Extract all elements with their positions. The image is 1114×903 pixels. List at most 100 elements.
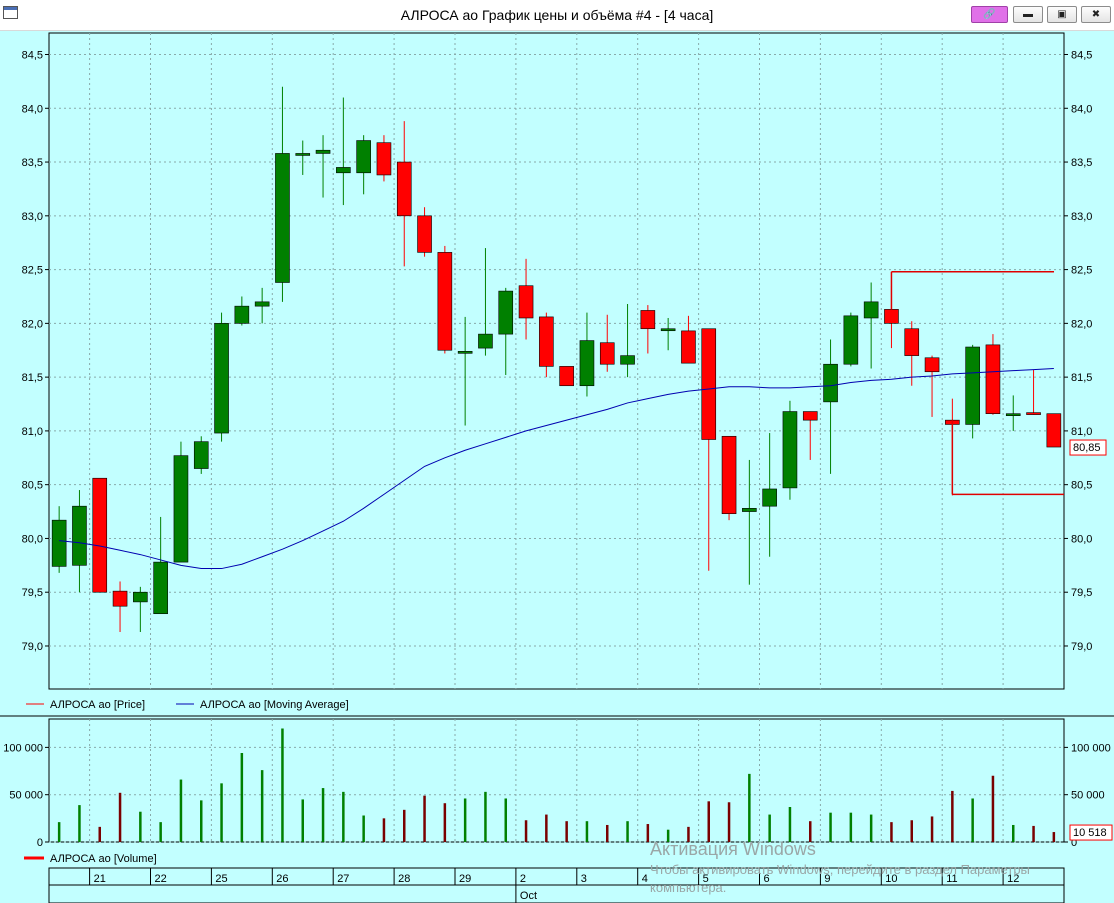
- candle-body: [112, 590, 128, 607]
- candle-body: [742, 508, 757, 512]
- price-tick-label-left: 81,5: [22, 372, 43, 384]
- candle-body: [863, 301, 879, 319]
- candle-body: [51, 519, 67, 567]
- x-axis-day-label: 9: [824, 873, 830, 885]
- candle-body: [518, 285, 534, 319]
- x-axis-day-label: 6: [764, 873, 770, 885]
- candle-body: [965, 346, 980, 425]
- candle-body: [275, 153, 290, 283]
- last-price-box: [1069, 439, 1107, 456]
- candle-body: [701, 328, 717, 440]
- pin-button[interactable]: 🔗: [971, 6, 1008, 23]
- candle-body: [214, 323, 229, 434]
- candle-body: [336, 167, 351, 174]
- x-axis-day-label: 12: [1007, 873, 1019, 885]
- price-tick-label-left: 83,5: [22, 157, 43, 169]
- price-tick-label-left: 84,5: [22, 50, 43, 62]
- candle-body: [376, 142, 392, 176]
- candle-body: [396, 161, 412, 217]
- candle-body: [437, 252, 453, 351]
- chart-area: 79,0 79,0 79,5 79,5 80,0 80,0 80,5 80,5 81,0 81,0…: [0, 31, 1114, 903]
- candle-body: [356, 140, 371, 174]
- price-tick-label-right: 84,5: [1071, 50, 1092, 62]
- candle-body: [904, 328, 920, 356]
- price-tick-label-right: 81,5: [1071, 372, 1092, 384]
- volume-tick-label-left: 100 000: [3, 742, 43, 754]
- candle-body: [843, 315, 859, 365]
- candle-body: [498, 290, 514, 335]
- candle-body: [1026, 412, 1041, 415]
- candle-body: [660, 328, 676, 332]
- price-tick-label-right: 80,0: [1071, 533, 1092, 545]
- x-axis-day-label: 26: [276, 873, 288, 885]
- price-tick-label-right: 80,5: [1071, 480, 1092, 492]
- x-axis-day-label: 3: [581, 873, 587, 885]
- activation-watermark-text: Чтобы активировать Windows, перейдите в …: [650, 862, 1030, 877]
- activation-watermark-text-2: компьютера.: [650, 880, 726, 895]
- window-app-icon[interactable]: [3, 6, 18, 19]
- candle-body: [92, 477, 108, 593]
- candle-body: [133, 591, 148, 603]
- volume-tick-label-right: 50 000: [1071, 790, 1105, 802]
- candle-body: [457, 351, 473, 354]
- candle-body: [599, 342, 615, 365]
- price-tick-label-left: 83,0: [22, 211, 43, 223]
- candle-body: [417, 215, 432, 253]
- x-axis-day-label: 28: [398, 873, 410, 885]
- candle-body: [539, 316, 554, 367]
- price-tick-label-right: 81,0: [1071, 426, 1092, 438]
- price-tick-label-left: 81,0: [22, 426, 43, 438]
- candle-body: [315, 149, 331, 154]
- price-tick-label-right: 82,5: [1071, 265, 1092, 277]
- candle-body: [234, 305, 250, 324]
- candle-body: [681, 330, 696, 364]
- candle-body: [823, 363, 838, 403]
- last-price-label: 80,85: [1073, 442, 1101, 454]
- x-axis-day-label: 11: [946, 873, 957, 885]
- close-button[interactable]: ✖: [1081, 6, 1111, 23]
- price-tick-label-left: 84,0: [22, 103, 43, 115]
- candle-body: [884, 309, 899, 324]
- x-axis-day-label: 22: [155, 873, 167, 885]
- x-axis-day-label: 25: [215, 873, 227, 885]
- minimize-button[interactable]: ▬: [1013, 6, 1043, 23]
- last-volume-box: [1069, 824, 1113, 841]
- x-axis-day-label: 2: [520, 873, 526, 885]
- legend-volume-label: АЛРОСА ао [Volume]: [50, 853, 157, 865]
- candle-body: [193, 441, 209, 469]
- maximize-button[interactable]: ▣: [1047, 6, 1077, 23]
- legend-ma-label: АЛРОСА ао [Moving Average]: [200, 699, 349, 711]
- volume-tick-label-right: 0: [1071, 837, 1077, 849]
- price-tick-label-right: 79,0: [1071, 641, 1092, 653]
- candle-body: [802, 411, 818, 421]
- x-axis-day-label: 10: [885, 873, 897, 885]
- volume-tick-label-left: 0: [37, 837, 43, 849]
- price-tick-label-right: 79,5: [1071, 587, 1092, 599]
- candle-body: [620, 355, 635, 365]
- x-axis-day-label: 4: [642, 873, 648, 885]
- price-panel-frame: [48, 32, 1065, 690]
- volume-panel-frame: [48, 718, 1065, 843]
- price-tick-label-right: 83,5: [1071, 157, 1092, 169]
- candle-body: [559, 366, 574, 387]
- price-tick-label-right: 83,0: [1071, 211, 1092, 223]
- candle-body: [762, 488, 777, 507]
- candle-body: [72, 505, 87, 566]
- activation-watermark-title: Активация Windows: [650, 839, 816, 859]
- candle-body: [478, 333, 493, 349]
- price-tick-label-right: 84,0: [1071, 103, 1092, 115]
- x-axis-day-label: 5: [703, 873, 709, 885]
- x-axis-day-label: 27: [337, 873, 349, 885]
- volume-tick-label-right: 100 000: [1071, 742, 1111, 754]
- moving-average-line: [59, 368, 1054, 570]
- price-tick-label-left: 80,5: [22, 480, 43, 492]
- candle-body: [985, 344, 1001, 414]
- price-tick-label-left: 82,5: [22, 265, 43, 277]
- window-title: АЛРОСА ао График цены и объёма #4 - [4 ч…: [400, 7, 714, 23]
- candle-body: [173, 455, 189, 563]
- candle-body: [782, 411, 798, 489]
- candle-body: [640, 310, 656, 330]
- candle-body: [295, 153, 311, 156]
- price-volume-chart: 79,0 79,0 79,5 79,5 80,0 80,0 80,5 80,5 81,0 81,0…: [0, 32, 1114, 903]
- candle-body: [153, 561, 168, 615]
